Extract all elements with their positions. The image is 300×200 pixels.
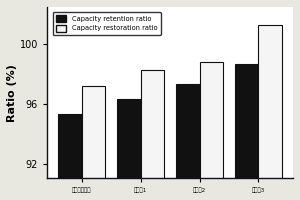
Y-axis label: Ratio (%): Ratio (%) [7,64,17,122]
Bar [82,86,105,200]
Bar [176,84,200,200]
Bar [200,62,223,200]
Bar [58,114,82,200]
Legend: Capacity retention ratio, Capacity restoration ratio: Capacity retention ratio, Capacity resto… [53,12,160,35]
Bar [117,99,141,200]
Bar [235,64,258,200]
Bar [258,25,282,200]
Bar [141,70,164,200]
